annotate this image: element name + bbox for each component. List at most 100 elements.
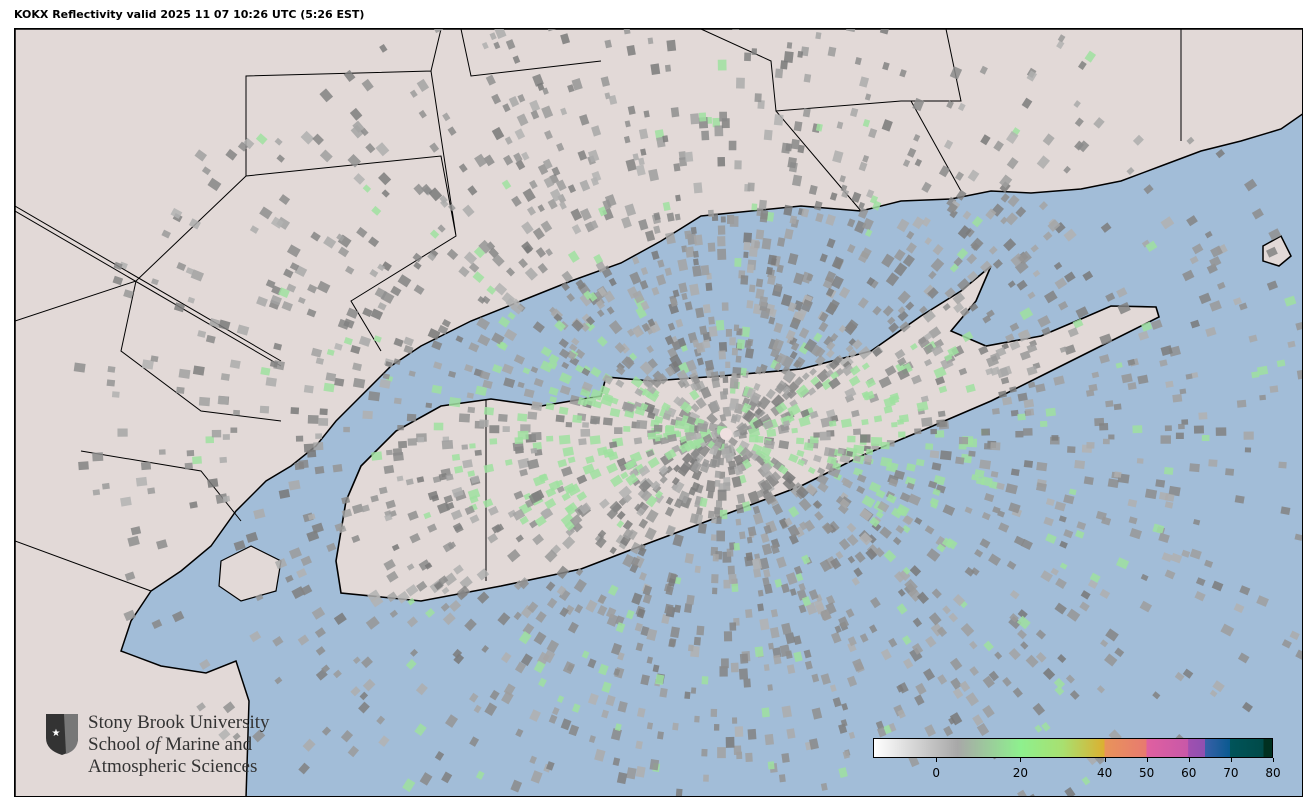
radar-echo <box>438 473 448 481</box>
radar-echo <box>944 353 953 362</box>
radar-echo <box>651 286 660 296</box>
radar-echo <box>371 451 383 461</box>
radar-echo <box>518 579 530 590</box>
radar-echo <box>393 397 402 405</box>
radar-echo <box>956 247 969 260</box>
radar-echo <box>1077 60 1087 70</box>
radar-echo <box>1023 398 1035 409</box>
radar-echo <box>515 159 526 171</box>
radar-echo <box>513 490 524 500</box>
radar-echo <box>1113 471 1122 478</box>
radar-echo <box>798 416 811 427</box>
radar-echo <box>841 477 850 486</box>
radar-echo <box>796 449 805 457</box>
radar-echo <box>1259 394 1266 401</box>
radar-echo <box>858 161 868 172</box>
radar-echo <box>1295 649 1302 661</box>
radar-echo <box>473 704 482 714</box>
radar-echo <box>624 120 631 128</box>
radar-echo <box>948 717 956 725</box>
radar-echo <box>1127 358 1136 366</box>
radar-echo <box>1037 315 1051 328</box>
radar-echo <box>1054 501 1066 512</box>
radar-echo <box>349 107 363 121</box>
radar-echo <box>765 266 773 275</box>
radar-echo <box>630 376 644 389</box>
radar-echo <box>789 399 798 408</box>
radar-echo <box>857 345 872 360</box>
radar-echo <box>616 510 626 520</box>
radar-echo <box>503 377 516 389</box>
radar-echo <box>531 431 542 441</box>
radar-echo <box>771 503 784 516</box>
radar-echo <box>1155 479 1166 488</box>
radar-echo <box>519 515 529 525</box>
radar-echo <box>408 370 416 377</box>
radar-echo <box>677 337 687 348</box>
radar-echo <box>852 339 863 350</box>
radar-echo <box>634 406 646 416</box>
radar-echo <box>797 50 804 58</box>
radar-echo <box>1074 460 1086 470</box>
radar-echo <box>655 674 665 685</box>
radar-echo <box>530 401 543 412</box>
radar-echo <box>778 774 786 783</box>
radar-echo <box>278 287 290 299</box>
radar-echo <box>1003 238 1017 252</box>
radar-echo <box>872 347 883 357</box>
radar-echo <box>939 450 952 461</box>
radar-echo <box>554 320 566 332</box>
radar-echo <box>595 536 607 549</box>
radar-echo <box>1041 722 1051 732</box>
radar-echo <box>368 236 380 248</box>
radar-echo <box>209 318 220 328</box>
radar-echo <box>946 196 957 208</box>
radar-echo <box>403 336 414 347</box>
radar-echo <box>786 389 797 400</box>
radar-echo <box>986 355 1000 368</box>
radar-echo <box>936 626 948 637</box>
radar-echo <box>516 113 529 127</box>
radar-echo <box>207 478 219 488</box>
radar-echo <box>1006 157 1019 170</box>
radar-echo <box>869 195 879 205</box>
radar-echo <box>1032 702 1046 716</box>
radar-echo <box>494 282 508 296</box>
radar-echo <box>671 340 681 351</box>
radar-echo <box>350 344 361 355</box>
radar-echo <box>719 471 726 479</box>
radar-echo <box>587 693 599 706</box>
radar-echo <box>414 723 427 737</box>
radar-echo <box>1009 386 1017 393</box>
radar-echo <box>347 153 362 168</box>
radar-echo <box>1150 319 1163 330</box>
radar-echo <box>188 218 201 230</box>
radar-echo <box>995 347 1007 358</box>
radar-echo <box>464 618 477 632</box>
radar-echo <box>910 342 918 351</box>
radar-echo <box>859 633 869 643</box>
radar-map[interactable] <box>14 28 1303 797</box>
radar-echo <box>714 470 721 478</box>
radar-echo <box>942 303 951 312</box>
radar-echo <box>717 248 727 260</box>
radar-echo <box>952 292 966 305</box>
radar-echo <box>311 606 326 620</box>
radar-echo <box>757 100 765 110</box>
radar-echo <box>378 486 388 495</box>
radar-echo <box>957 225 972 240</box>
radar-echo <box>156 539 168 550</box>
radar-echo <box>610 474 624 488</box>
radar-echo <box>752 505 761 515</box>
radar-echo <box>567 250 580 263</box>
radar-echo <box>782 420 791 427</box>
radar-echo <box>1084 50 1097 63</box>
radar-echo <box>590 388 604 401</box>
radar-echo <box>953 302 965 314</box>
radar-echo <box>712 553 719 562</box>
radar-echo <box>774 578 783 588</box>
radar-echo <box>1002 396 1013 406</box>
radar-echo <box>1027 381 1036 389</box>
radar-echo <box>862 217 874 231</box>
radar-echo <box>533 660 546 674</box>
